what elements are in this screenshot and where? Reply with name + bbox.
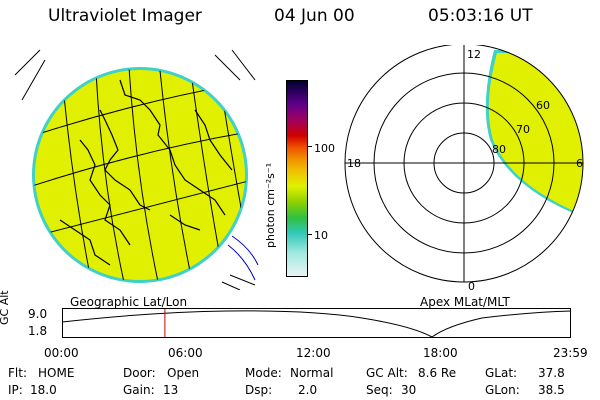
coastlines <box>59 79 233 266</box>
outer-grid-lines <box>14 49 256 290</box>
terminator-line-2 <box>231 235 259 266</box>
gain-label: Gain: <box>123 383 155 397</box>
x-tick-0: 00:00 <box>44 346 79 360</box>
geo-panel-label: Geographic Lat/Lon <box>70 295 188 309</box>
colorbar-tickmark-10 <box>307 234 312 235</box>
altitude-plot-frame <box>62 308 571 338</box>
altitude-plot <box>62 308 572 338</box>
mlt-0-label: 0 <box>468 280 475 293</box>
altitude-ylabel: GC Alt <box>0 290 11 325</box>
altitude-curve <box>62 310 572 338</box>
mode-label: Mode: <box>245 366 282 380</box>
colorbar-tickmark-100 <box>307 146 312 147</box>
mlat-80-label: 80 <box>492 143 506 156</box>
ip-label: IP: <box>8 383 23 397</box>
flt-value: HOME <box>38 366 75 380</box>
mlt-12-label: 12 <box>467 48 481 61</box>
polar-grid <box>344 45 584 283</box>
polar-panel-label: Apex MLat/MLT <box>420 295 510 309</box>
flt-label: Flt: <box>8 366 27 380</box>
x-tick-3: 18:00 <box>423 346 458 360</box>
altitude-ytick-bottom: 1.8 <box>28 324 48 338</box>
mlat-60-label: 60 <box>536 99 550 112</box>
polar-mlt-panel: 12 18 6 0 60 70 80 <box>344 45 584 293</box>
glat-label: GLat: <box>485 366 518 380</box>
seq-label: Seq: <box>366 383 393 397</box>
glat-value: 37.8 <box>538 366 565 380</box>
ip-value: 18.0 <box>30 383 57 397</box>
x-tick-2: 12:00 <box>296 346 331 360</box>
gcalt-label: GC Alt: <box>366 366 408 380</box>
door-label: Door: <box>123 366 156 380</box>
dsp-value: 2.0 <box>298 383 318 397</box>
geographic-image-panel <box>14 49 259 290</box>
date-label: 04 Jun 00 <box>274 6 355 26</box>
gain-value: 13 <box>163 383 179 397</box>
glon-label: GLon: <box>485 383 520 397</box>
dsp-label: Dsp: <box>245 383 273 397</box>
color-scale-bar <box>286 80 308 277</box>
mode-value: Normal <box>290 366 334 380</box>
instrument-title: Ultraviolet Imager <box>48 6 202 26</box>
colorbar-unit-label: photon cm⁻²s⁻¹ <box>264 162 277 248</box>
terminator-line <box>227 244 256 281</box>
glon-value: 38.5 <box>538 383 565 397</box>
mlat-70-label: 70 <box>516 123 530 136</box>
mlt-18-label: 18 <box>347 157 361 170</box>
altitude-ytick-top: 9.0 <box>28 307 48 321</box>
door-value: Open <box>167 366 200 380</box>
gcalt-value: 8.6 Re <box>418 366 457 380</box>
colorbar-tick-100: 100 <box>314 142 335 155</box>
seq-value: 30 <box>401 383 417 397</box>
x-tick-4: 23:59 <box>553 346 588 360</box>
mlt-6-label: 6 <box>576 157 583 170</box>
colorbar-tick-10: 10 <box>314 229 328 242</box>
time-label: 05:03:16 UT <box>428 6 533 26</box>
x-tick-1: 06:00 <box>168 346 203 360</box>
